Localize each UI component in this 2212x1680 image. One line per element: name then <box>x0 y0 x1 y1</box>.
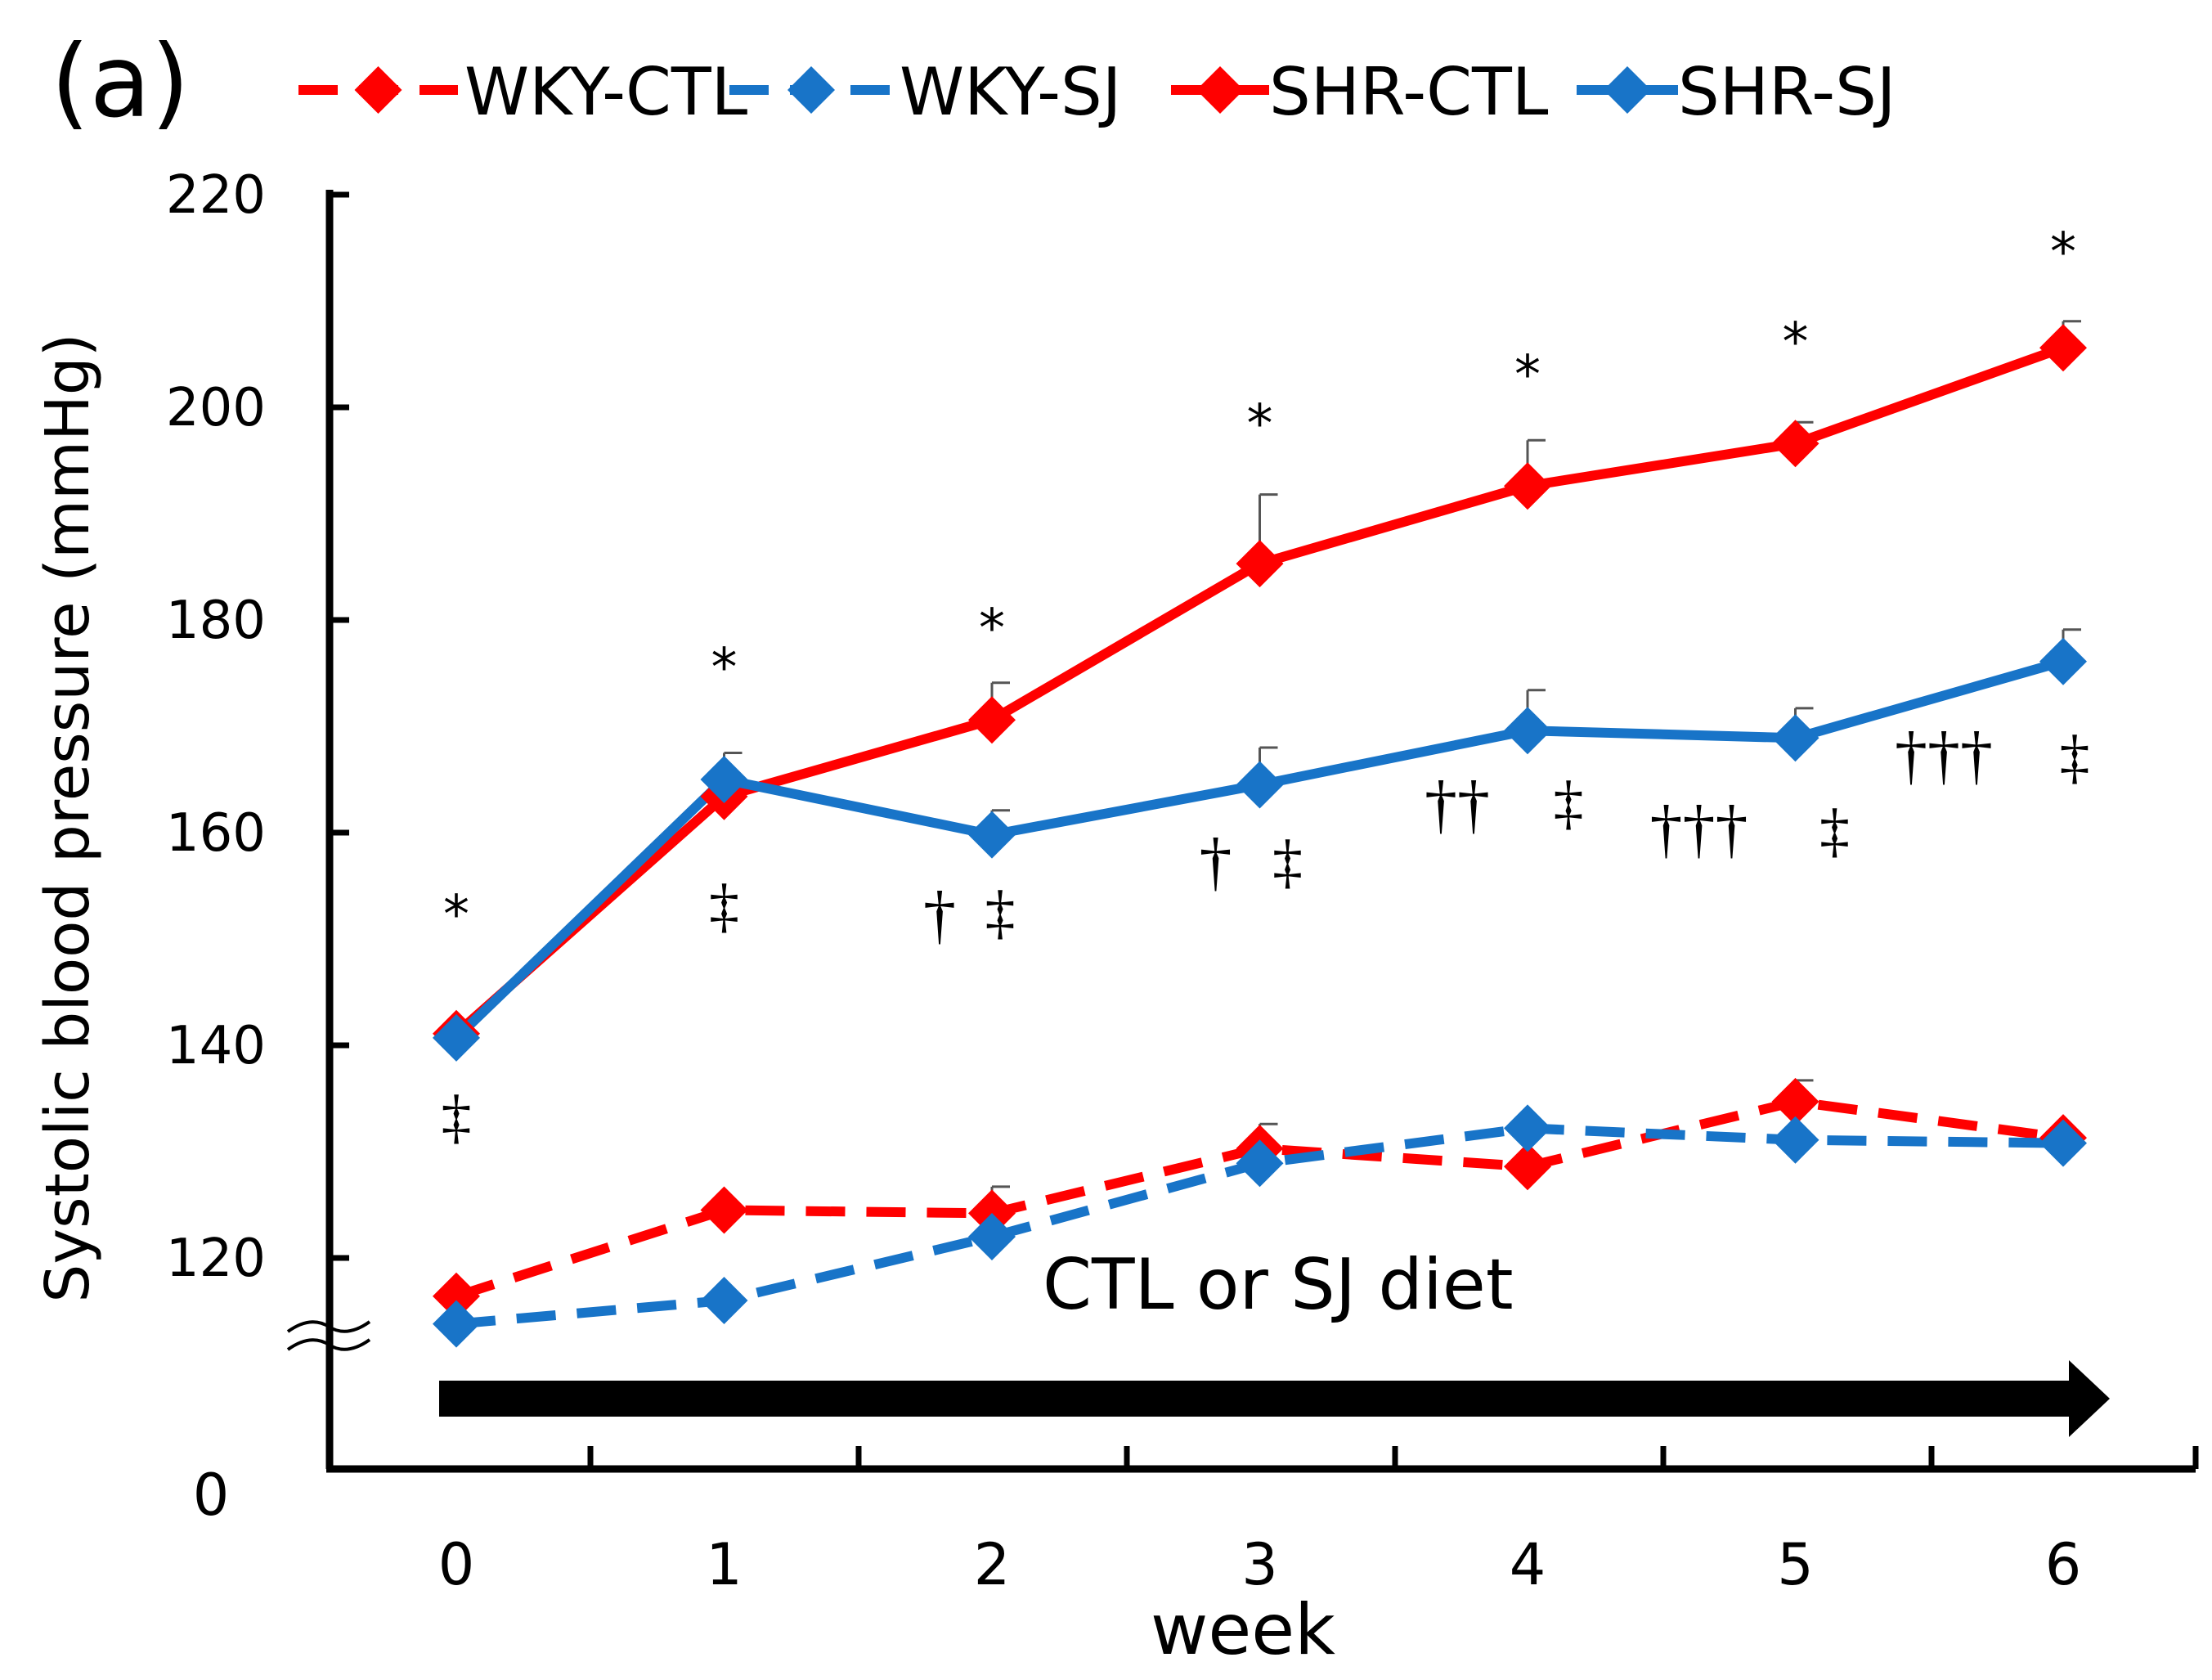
legend-marker <box>1196 66 1244 114</box>
x-tick-label: 4 <box>1510 1531 1546 1598</box>
significance-star: * <box>1247 394 1273 455</box>
axes: 120 140 160 180 200 220 0 0 1 2 3 4 5 6 <box>166 165 2199 1598</box>
error-bars <box>723 320 2081 1214</box>
marker-wky-ctl <box>1504 1143 1551 1191</box>
marker-shr-sj <box>1504 707 1551 755</box>
significance-star: * <box>1783 312 1809 373</box>
significance-star: * <box>443 885 469 946</box>
significance-ddagger: ‡ <box>985 879 1016 946</box>
legend-label: WKY-SJ <box>900 54 1121 130</box>
marker-shr-sj <box>2039 637 2087 685</box>
legend-marker <box>787 66 835 114</box>
axis-break <box>286 1320 371 1351</box>
diet-arrow <box>439 1360 2110 1437</box>
y-tick-label: 160 <box>166 803 266 864</box>
x-tick-label: 2 <box>974 1531 1011 1598</box>
marker-shr-sj <box>700 756 748 803</box>
marker-wky-sj <box>968 1213 1016 1260</box>
legend-marker <box>354 66 402 114</box>
marker-shr-ctl <box>1771 420 1819 468</box>
y-tick-label-zero: 0 <box>193 1462 230 1529</box>
significance-ddagger: ‡ <box>2060 724 2090 791</box>
significance-dagger: † <box>1200 826 1232 898</box>
y-tick-label: 200 <box>166 378 266 438</box>
marker-wky-ctl <box>1771 1077 1819 1125</box>
diet-annotation: CTL or SJ diet <box>1043 1244 1514 1326</box>
diet-arrow-shaft <box>439 1381 2075 1417</box>
marker-wky-sj <box>1771 1116 1819 1164</box>
significance-star: * <box>1514 345 1541 406</box>
significance-dagger: ††† <box>1650 793 1748 865</box>
y-tick-label: 120 <box>166 1229 266 1289</box>
x-tick-label: 5 <box>1777 1531 1814 1598</box>
panel-label: (a) <box>51 24 190 140</box>
legend-label: SHR-SJ <box>1678 54 1896 130</box>
significance-ddagger: ‡ <box>709 873 739 940</box>
axis-break-mark-1 <box>286 1320 371 1333</box>
y-tick-label: 140 <box>166 1016 266 1076</box>
marker-shr-ctl <box>2039 324 2087 372</box>
legend-label: SHR-CTL <box>1269 54 1549 130</box>
x-axis-title: week <box>1151 1589 1335 1671</box>
y-tick-label: 180 <box>166 591 266 651</box>
marker-shr-ctl <box>1236 540 1284 588</box>
marker-wky-ctl <box>433 1272 480 1320</box>
significance-dagger: † <box>923 879 956 951</box>
axis-break-mark-2 <box>286 1338 371 1351</box>
marker-shr-ctl <box>1504 462 1551 510</box>
legend-label: WKY-CTL <box>464 54 748 130</box>
diet-arrow-head <box>2069 1360 2110 1437</box>
significance-ddagger: ‡ <box>442 1084 472 1151</box>
marker-wky-sj <box>1236 1139 1284 1188</box>
markers <box>433 324 2087 1348</box>
marker-shr-sj <box>433 1013 480 1062</box>
y-axis-title: Systolic blood pressure (mmHg) <box>33 333 103 1302</box>
significance-star: * <box>2050 222 2076 283</box>
marker-shr-ctl <box>968 696 1016 744</box>
significance-annotations: * ‡ * ‡ * ‡ † * ‡ † * ‡ †† * ‡ ††† * ‡ ††† <box>442 222 2090 1151</box>
significance-dagger: †† <box>1425 769 1490 841</box>
legend-marker <box>1604 66 1651 114</box>
marker-shr-sj <box>1236 761 1284 809</box>
significance-ddagger: ‡ <box>1272 829 1303 896</box>
significance-ddagger: ‡ <box>1819 797 1850 865</box>
significance-star: * <box>711 638 738 699</box>
marker-wky-sj <box>700 1277 748 1324</box>
x-tick-label: 1 <box>706 1531 743 1598</box>
marker-shr-sj <box>968 811 1016 859</box>
x-tick-label: 0 <box>438 1531 475 1598</box>
significance-dagger: ††† <box>1895 720 1993 792</box>
x-tick-label: 3 <box>1241 1531 1278 1598</box>
marker-wky-sj <box>1504 1104 1551 1152</box>
marker-wky-sj <box>2039 1119 2087 1167</box>
marker-shr-sj <box>1771 714 1819 762</box>
significance-star: * <box>979 599 1005 659</box>
significance-ddagger: ‡ <box>1554 770 1584 837</box>
marker-wky-sj <box>433 1300 480 1348</box>
x-tick-label: 6 <box>2045 1531 2082 1598</box>
y-tick-label: 220 <box>166 165 266 226</box>
marker-wky-ctl <box>700 1186 748 1234</box>
legend: WKY-CTL WKY-SJ SHR-CTL SHR-SJ <box>298 54 1896 130</box>
